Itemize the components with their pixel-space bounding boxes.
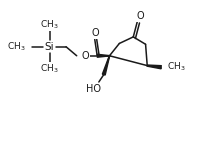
Text: CH$_3$: CH$_3$ [167,61,186,73]
Text: CH$_3$: CH$_3$ [40,18,59,31]
Text: O: O [92,28,100,38]
Polygon shape [102,56,110,75]
Text: HO: HO [86,84,101,93]
Polygon shape [97,54,110,57]
Text: Si: Si [45,42,55,52]
Text: CH$_3$: CH$_3$ [7,41,26,53]
Text: O: O [82,51,90,61]
Text: O: O [136,11,144,21]
Text: CH$_3$: CH$_3$ [40,63,59,75]
Polygon shape [147,65,161,69]
